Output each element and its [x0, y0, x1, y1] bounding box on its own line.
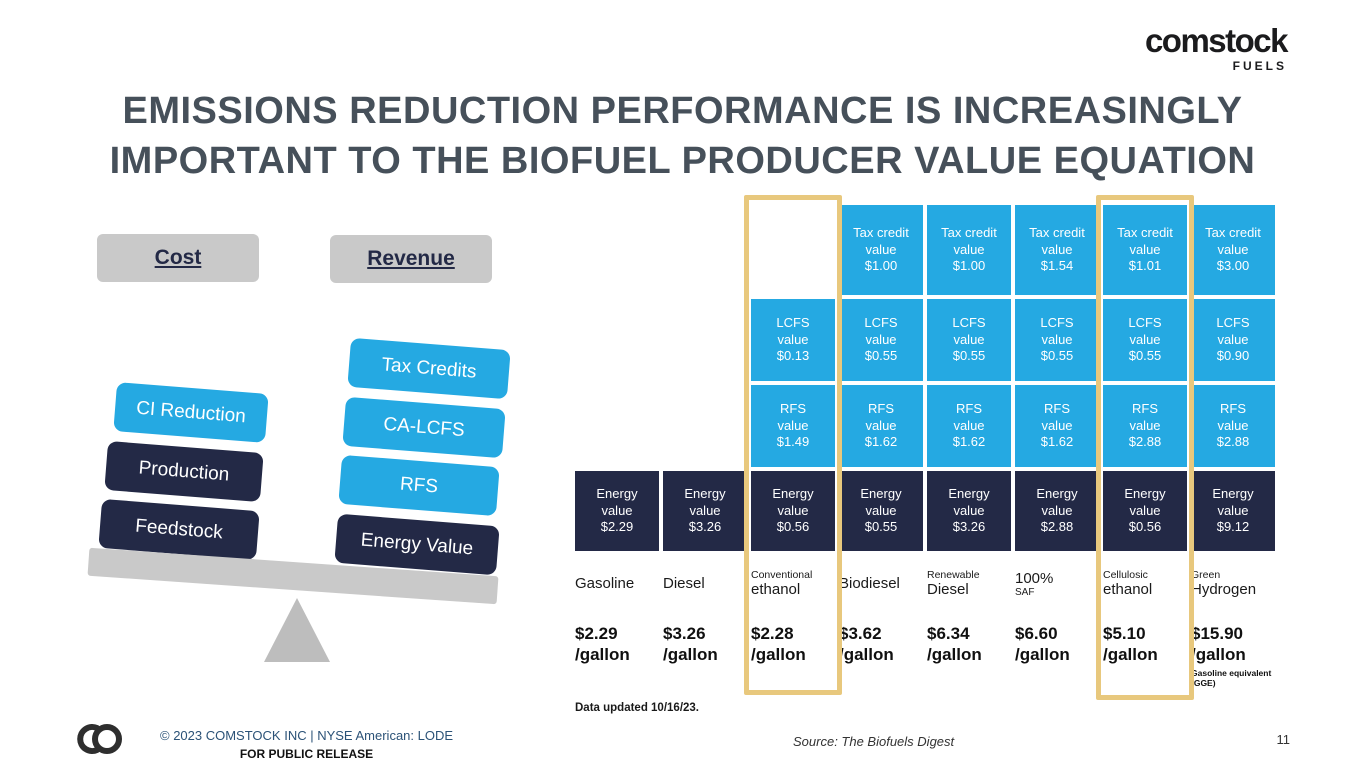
price-per-gallon: $3.26 /gallon [663, 624, 718, 665]
lcfs-value-cell: LCFS value $0.55 [839, 299, 923, 381]
price-per-gallon: $6.60 /gallon [1015, 624, 1070, 665]
column-renewable-diesel: Tax credit value $1.00 LCFS value $0.55 … [927, 205, 1011, 689]
rfs-value-cell: RFS value $1.62 [927, 385, 1011, 467]
energy-value-cell: Energy value $3.26 [663, 471, 747, 551]
tax-credit-cell: Tax credit value $1.01 [1103, 205, 1187, 295]
fuel-name: 100% SAF [1015, 569, 1054, 598]
empty-cell [663, 299, 747, 381]
price-per-gallon: $3.62 /gallon [839, 624, 894, 665]
energy-value-cell: Energy value $2.29 [575, 471, 659, 551]
seesaw-fulcrum-triangle [264, 598, 330, 662]
column-100-saf: Tax credit value $1.54 LCFS value $0.55 … [1015, 205, 1099, 689]
cost-item-ci-reduction: CI Reduction [113, 382, 269, 443]
column-green-hydrogen: Tax credit value $3.00 LCFS value $0.90 … [1191, 205, 1275, 689]
energy-value-cell: Energy value $0.55 [839, 471, 923, 551]
energy-value-cell: Energy value $9.12 [1191, 471, 1275, 551]
fuel-name: Renewable Diesel [927, 569, 980, 599]
empty-cell [575, 205, 659, 295]
page-title: EMISSIONS REDUCTION PERFORMANCE IS INCRE… [0, 86, 1365, 186]
energy-value-cell: Energy value $0.56 [751, 471, 835, 551]
column-conventional-ethanol: LCFS value $0.13 RFS value $1.49 Energy … [751, 205, 835, 689]
revenue-item-ca-lcfs: CA-LCFS [342, 396, 506, 459]
column-cellulosic-ethanol: Tax credit value $1.01 LCFS value $0.55 … [1103, 205, 1187, 689]
tax-credit-cell: Tax credit value $3.00 [1191, 205, 1275, 295]
public-release-text: FOR PUBLIC RELEASE [239, 747, 374, 761]
copyright-text: © 2023 COMSTOCK INC | NYSE American: LOD… [160, 728, 454, 743]
fuel-name: Green Hydrogen [1191, 569, 1257, 599]
energy-value-cell: Energy value $3.26 [927, 471, 1011, 551]
lcfs-value-cell: LCFS value $0.55 [927, 299, 1011, 381]
column-biodiesel: Tax credit value $1.00 LCFS value $0.55 … [839, 205, 923, 689]
price-per-gallon: $5.10 /gallon [1103, 624, 1158, 665]
rfs-value-cell: RFS value $2.88 [1103, 385, 1187, 467]
column-diesel: Energy value $3.26 Diesel $3.26 /gallon [663, 205, 747, 689]
empty-cell [751, 205, 835, 295]
logo-wordmark: comstock [1144, 22, 1289, 59]
rfs-value-cell: RFS value $2.88 [1191, 385, 1275, 467]
price-per-gallon: $2.28 /gallon [751, 624, 806, 665]
title-line1: EMISSIONS REDUCTION PERFORMANCE IS INCRE… [122, 90, 1243, 132]
value-stack-table: Energy value $2.29 Gasoline $2.29 /gallo… [575, 205, 1275, 689]
empty-cell [575, 299, 659, 381]
energy-value-cell: Energy value $2.88 [1015, 471, 1099, 551]
lcfs-value-cell: LCFS value $0.55 [1015, 299, 1099, 381]
empty-cell [663, 385, 747, 467]
page-number: 11 [1276, 732, 1291, 747]
lcfs-value-cell: LCFS value $0.13 [751, 299, 835, 381]
column-gasoline: Energy value $2.29 Gasoline $2.29 /gallo… [575, 205, 659, 689]
cost-item-production: Production [104, 440, 264, 503]
fuel-name: Gasoline [575, 575, 635, 593]
empty-cell [575, 385, 659, 467]
lcfs-value-cell: LCFS value $0.55 [1103, 299, 1187, 381]
empty-cell [663, 205, 747, 295]
tax-credit-cell: Tax credit value $1.00 [839, 205, 923, 295]
rfs-value-cell: RFS value $1.49 [751, 385, 835, 467]
data-updated-note: Data updated 10/16/23. [575, 702, 699, 714]
cost-label: Cost [97, 234, 259, 282]
fuel-name: Diesel [663, 575, 705, 593]
price-note: Gasoline equivalent (GGE) [1191, 667, 1272, 688]
rfs-value-cell: RFS value $1.62 [839, 385, 923, 467]
fuel-name: Cellulosic ethanol [1103, 569, 1153, 599]
source-citation: Source: The Biofuels Digest [793, 734, 955, 749]
tax-credit-cell: Tax credit value $1.00 [927, 205, 1011, 295]
price-per-gallon: $15.90 /gallon Gasoline equivalent (GGE) [1191, 615, 1275, 688]
revenue-item-rfs: RFS [338, 454, 500, 517]
fuel-name: Biodiesel [839, 575, 900, 593]
title-line2: IMPORTANT TO THE BIOFUEL PRODUCER VALUE … [109, 140, 1256, 183]
fuel-name: Conventional ethanol [751, 569, 813, 599]
logo-subtitle: FUELS [1232, 59, 1287, 73]
price-per-gallon: $6.34 /gallon [927, 624, 982, 665]
price-per-gallon: $2.29 /gallon [575, 624, 630, 665]
tax-credit-cell: Tax credit value $1.54 [1015, 205, 1099, 295]
comstock-logo: comstock FUELS [1144, 22, 1289, 73]
lcfs-value-cell: LCFS value $0.90 [1191, 299, 1275, 381]
revenue-label: Revenue [330, 235, 492, 283]
rfs-value-cell: RFS value $1.62 [1015, 385, 1099, 467]
revenue-item-tax-credits: Tax Credits [347, 337, 511, 400]
comstock-co-icon [70, 720, 124, 763]
energy-value-cell: Energy value $0.56 [1103, 471, 1187, 551]
